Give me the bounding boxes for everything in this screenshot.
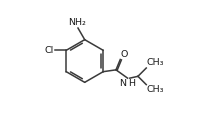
- Text: CH₃: CH₃: [147, 58, 164, 67]
- Text: H: H: [128, 79, 135, 88]
- Text: CH₃: CH₃: [147, 85, 164, 94]
- Text: N: N: [119, 79, 126, 88]
- Text: O: O: [121, 50, 128, 59]
- Text: Cl: Cl: [45, 46, 54, 55]
- Text: NH₂: NH₂: [68, 18, 86, 27]
